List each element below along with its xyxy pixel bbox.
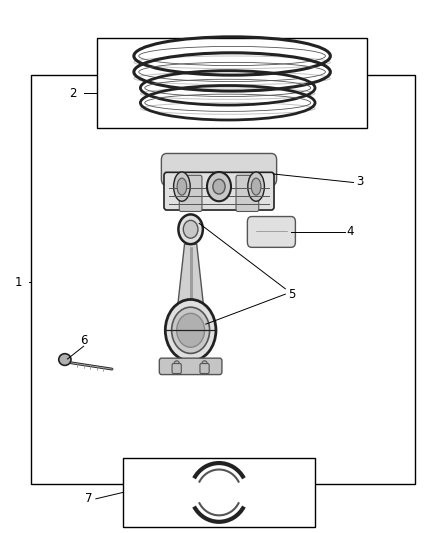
Ellipse shape	[177, 178, 187, 195]
Ellipse shape	[251, 178, 261, 195]
FancyBboxPatch shape	[164, 172, 274, 210]
Polygon shape	[177, 244, 205, 315]
FancyBboxPatch shape	[161, 154, 277, 185]
Ellipse shape	[183, 220, 198, 238]
Text: 2: 2	[70, 87, 77, 100]
Bar	[123, 458, 315, 527]
Text: 3: 3	[357, 175, 364, 188]
FancyBboxPatch shape	[236, 175, 259, 212]
Text: 6: 6	[80, 334, 88, 348]
Ellipse shape	[59, 354, 71, 366]
Ellipse shape	[165, 300, 216, 361]
FancyBboxPatch shape	[172, 364, 181, 374]
Bar	[97, 38, 367, 128]
Ellipse shape	[173, 172, 190, 201]
Ellipse shape	[202, 361, 207, 368]
Text: 1: 1	[15, 276, 22, 289]
Ellipse shape	[174, 361, 180, 368]
Ellipse shape	[177, 313, 205, 348]
Ellipse shape	[207, 172, 231, 201]
Ellipse shape	[178, 214, 203, 244]
FancyBboxPatch shape	[159, 358, 222, 375]
Text: 5: 5	[288, 288, 295, 301]
Ellipse shape	[213, 179, 225, 194]
FancyBboxPatch shape	[200, 364, 209, 374]
Text: 7: 7	[85, 492, 92, 505]
Text: 4: 4	[346, 225, 354, 238]
FancyBboxPatch shape	[179, 175, 202, 212]
FancyBboxPatch shape	[247, 216, 295, 247]
Ellipse shape	[172, 307, 210, 353]
Ellipse shape	[248, 172, 265, 201]
Bar	[31, 75, 416, 484]
